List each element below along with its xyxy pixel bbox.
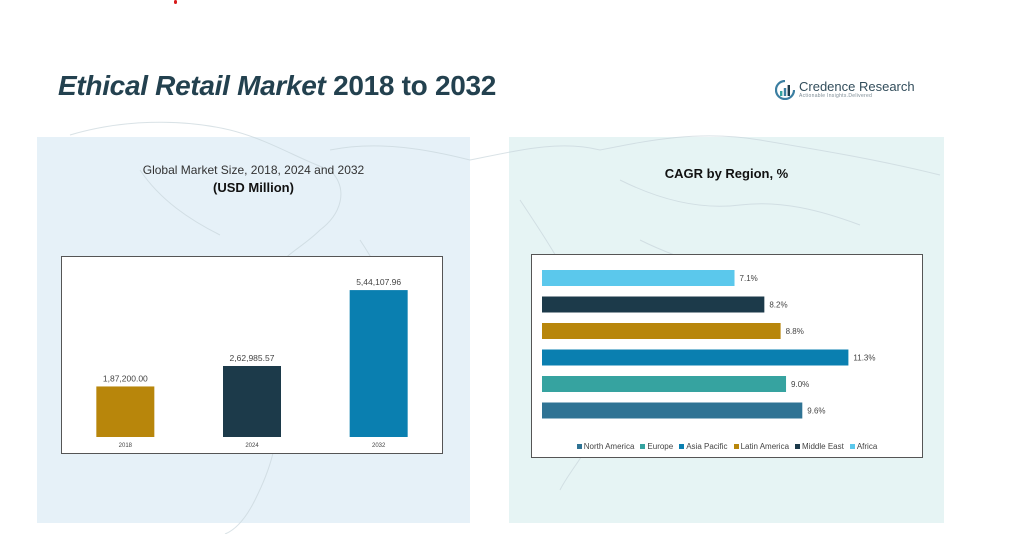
hbar-value-label-middle-east: 8.2%: [769, 301, 787, 310]
bar-value-label-2024: 2,62,985.57: [230, 353, 275, 363]
title-main: Ethical Retail Market: [58, 70, 326, 101]
legend-swatch-latin-america: [733, 444, 739, 449]
legend-swatch-middle-east: [795, 444, 801, 449]
hbar-asia-pacific: [542, 349, 849, 366]
logo-icon: [775, 80, 795, 100]
legend-swatch-asia-pacific: [679, 444, 685, 449]
bar-2018: [96, 386, 155, 437]
hbar-north-america: [542, 402, 803, 419]
hbar-value-label-asia-pacific: 11.3%: [853, 354, 875, 363]
hbar-africa: [542, 270, 735, 286]
legend-item-north-america: North America: [576, 442, 635, 451]
legend-item-asia-pacific: Asia Pacific: [679, 442, 728, 451]
legend-swatch-europe: [640, 444, 646, 449]
hbar-value-label-north-america: 9.6%: [807, 407, 825, 416]
legend-item-africa: Africa: [849, 442, 878, 451]
x-tick-label-2018: 2018: [119, 443, 133, 449]
hbar-europe: [542, 376, 787, 392]
bar-2032: [349, 290, 408, 437]
legend-label-middle-east: Middle East: [802, 442, 844, 451]
market-size-bar-svg: 1,87,200.00 2018 2,62,985.57 2024 5,44,107.9…: [96, 277, 408, 449]
legend-label-north-america: North America: [583, 442, 635, 451]
page-title: Ethical Retail Market 2018 to 2032: [58, 70, 496, 102]
cagr-bar-chart: 7.1% 8.2% 8.8% 11.3% 9.0% 9.6% North America E…: [531, 254, 923, 458]
legend-label-africa: Africa: [856, 442, 878, 451]
red-mark: [174, 0, 177, 4]
title-years: 2018 to 2032: [333, 70, 497, 101]
legend-item-latin-america: Latin America: [733, 442, 790, 451]
market-size-bar-chart: 1,87,200.00 2018 2,62,985.57 2024 5,44,107.9…: [61, 256, 443, 454]
hbar-value-label-africa: 7.1%: [740, 274, 758, 283]
x-tick-label-2024: 2024: [245, 443, 259, 449]
hbar-latin-america: [542, 323, 781, 339]
x-tick-label-2032: 2032: [372, 443, 386, 449]
legend-swatch-africa: [849, 444, 855, 449]
market-size-unit: (USD Million): [213, 180, 294, 195]
cagr-heading: CAGR by Region, %: [664, 166, 789, 181]
legend-label-latin-america: Latin America: [740, 442, 790, 451]
hbar-value-label-latin-america: 8.8%: [786, 327, 804, 336]
legend-label-europe: Europe: [647, 442, 674, 451]
logo-name: Credence Research: [799, 79, 915, 94]
legend-label-asia-pacific: Asia Pacific: [686, 442, 728, 451]
cagr-legend: North America Europe Asia Pacific Latin Ame…: [532, 442, 922, 451]
legend-item-middle-east: Middle East: [795, 442, 844, 451]
hbar-middle-east: [542, 296, 765, 313]
market-size-heading: Global Market Size, 2018, 2024 and 2032 …: [37, 163, 470, 195]
legend-item-europe: Europe: [640, 442, 673, 451]
bar-2024: [223, 365, 281, 437]
logo-tagline: Actionable Insights.Delivered: [799, 93, 873, 99]
legend-swatch-north-america: [576, 444, 582, 449]
bar-value-label-2018: 1,87,200.00: [103, 373, 148, 383]
cagr-bar-svg: 7.1% 8.2% 8.8% 11.3% 9.0% 9.6%: [542, 270, 875, 419]
market-size-title: Global Market Size, 2018, 2024 and 2032: [142, 163, 365, 177]
credence-research-logo: Credence Research Actionable Insights.De…: [775, 80, 915, 100]
bar-value-label-2032: 5,44,107.96: [356, 277, 401, 287]
hbar-value-label-europe: 9.0%: [791, 380, 809, 389]
